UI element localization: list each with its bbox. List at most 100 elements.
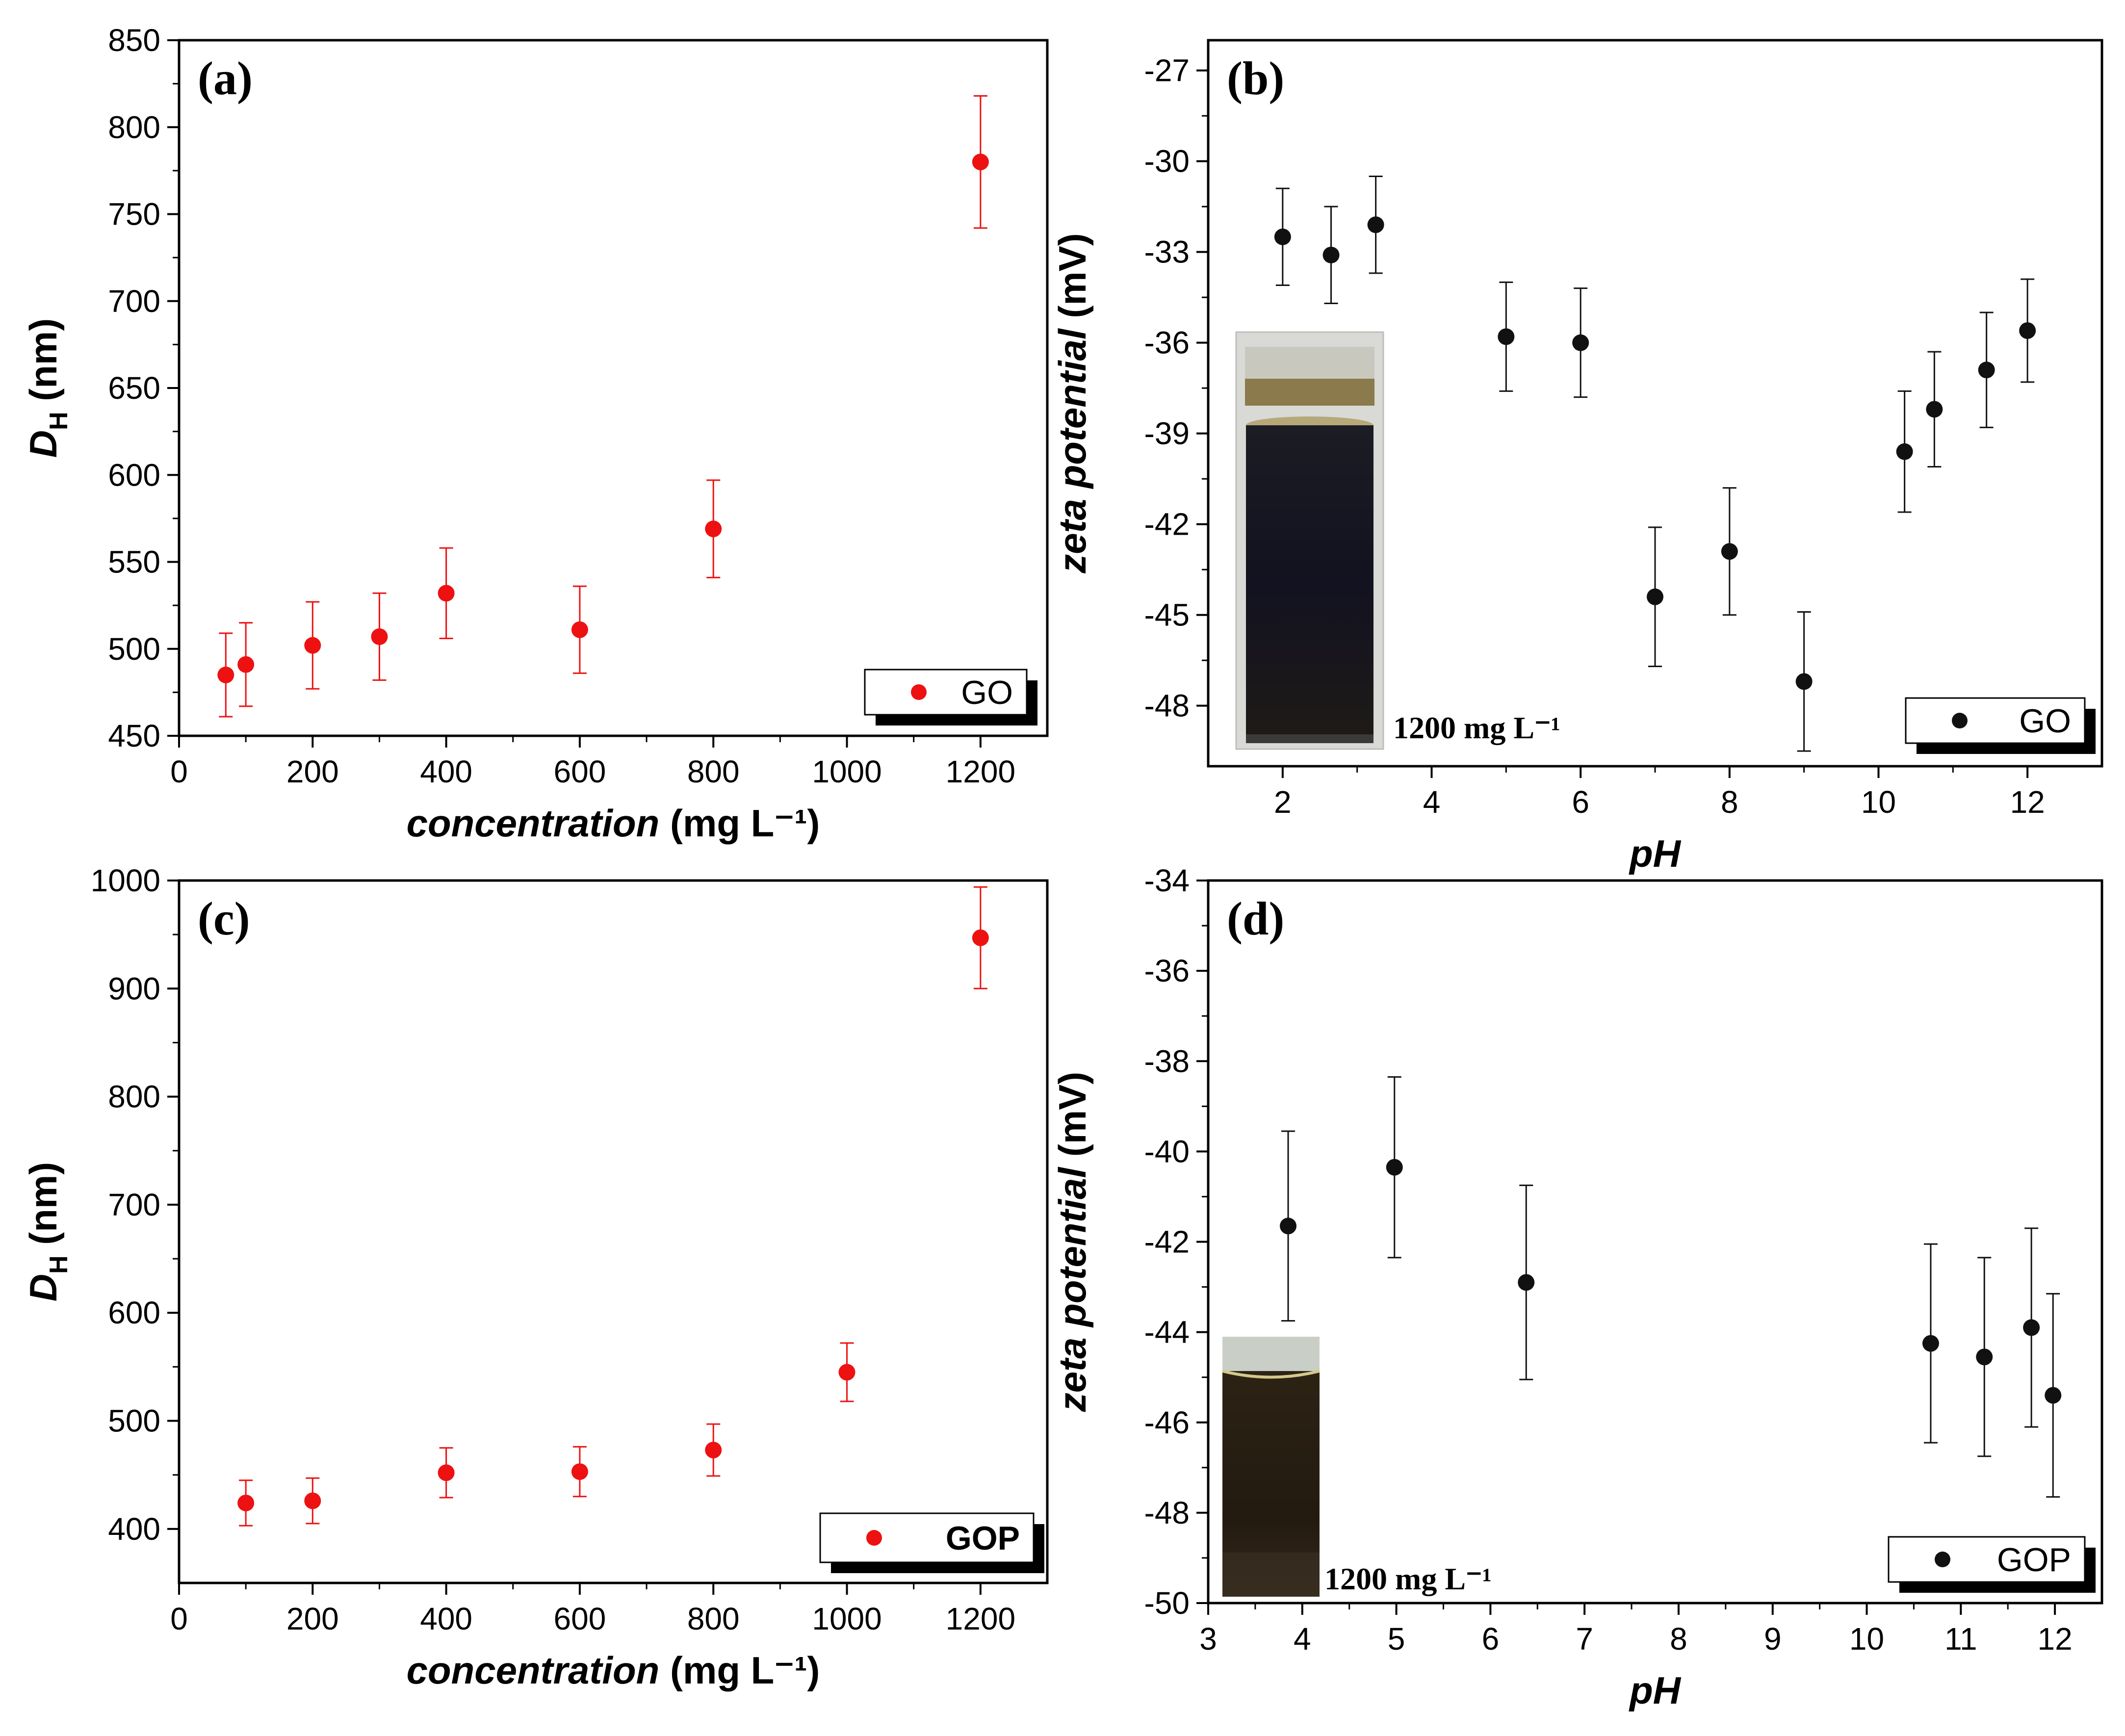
x-axis-label-name: pH	[1629, 832, 1682, 875]
x-tick-label: 400	[420, 1601, 472, 1636]
y-tick-label: 450	[108, 718, 160, 753]
data-point-5	[571, 621, 588, 638]
data-point-5	[2023, 1319, 2040, 1336]
x-tick-label: 3	[1199, 1621, 1217, 1657]
y-axis-label-unit: (mV)	[1051, 1072, 1094, 1167]
panel-label: (c)	[198, 892, 250, 945]
y-tick-label: -42	[1144, 507, 1190, 542]
y-axis-label-name: zeta potential	[1051, 1166, 1094, 1412]
y-tick-label: 750	[108, 197, 160, 232]
y-tick-label: 600	[108, 457, 160, 492]
panel-label: (a)	[198, 52, 253, 104]
y-tick-label: -50	[1144, 1585, 1190, 1621]
x-tick-label: 8	[1721, 784, 1738, 820]
y-axis-label-unit: (nm)	[22, 1162, 65, 1256]
legend-marker	[911, 684, 927, 700]
legend-label: GO	[961, 674, 1013, 711]
data-point-8	[1896, 443, 1913, 460]
data-point-0	[237, 1494, 255, 1511]
data-point-6	[2045, 1387, 2062, 1404]
vial-cap-area	[1222, 1337, 1320, 1371]
x-axis-label-name: concentration	[407, 1649, 660, 1692]
x-tick-label: 10	[1849, 1621, 1884, 1657]
y-tick-label: 700	[108, 1187, 160, 1222]
x-tick-label: 8	[1670, 1621, 1687, 1657]
y-tick-label: 600	[108, 1295, 160, 1330]
data-point-6	[705, 520, 722, 538]
x-tick-label: 6	[1482, 1621, 1500, 1657]
y-tick-label: 500	[108, 1403, 160, 1439]
y-tick-label: -39	[1144, 416, 1190, 451]
panel-label: (d)	[1227, 892, 1284, 945]
legend-label: GO	[2019, 702, 2071, 740]
x-tick-label: 2	[1274, 784, 1292, 820]
x-axis-label: concentration (mg L⁻¹)	[407, 802, 820, 845]
data-point-11	[2019, 322, 2036, 339]
legend-marker	[1935, 1552, 1950, 1567]
data-point-5	[838, 1364, 855, 1381]
y-tick-label: -48	[1144, 688, 1190, 724]
y-tick-label: -40	[1144, 1134, 1190, 1169]
x-axis-label-name: pH	[1629, 1669, 1682, 1712]
x-axis-label: concentration (mg L⁻¹)	[407, 1649, 820, 1692]
y-axis-label-symbol: D	[22, 1274, 65, 1301]
x-tick-label: 800	[687, 1601, 740, 1636]
x-tick-label: 0	[170, 754, 188, 789]
x-axis-label-unit: (mg L⁻¹)	[659, 802, 820, 845]
data-point-7	[972, 154, 989, 171]
x-tick-label: 600	[554, 754, 606, 789]
legend-marker	[866, 1530, 882, 1546]
y-tick-label: -48	[1144, 1495, 1190, 1530]
x-tick-label: 11	[1944, 1621, 1977, 1657]
x-tick-label: 400	[420, 754, 472, 789]
data-point-2	[1518, 1274, 1535, 1291]
x-axis-label-unit: (mg L⁻¹)	[659, 1649, 820, 1692]
data-point-4	[1572, 334, 1589, 351]
y-axis-label: DH (nm)	[22, 318, 73, 458]
x-tick-label: 1200	[946, 1601, 1015, 1636]
y-tick-label: -42	[1144, 1224, 1190, 1260]
data-point-3	[1922, 1335, 1939, 1352]
legend-marker	[1952, 713, 1968, 728]
plot-frame	[178, 39, 1049, 737]
x-tick-label: 1000	[812, 754, 881, 789]
legend-box	[819, 1512, 1035, 1563]
y-axis-label-name: zeta potential	[1051, 328, 1094, 574]
x-tick-label: 10	[1861, 784, 1896, 820]
y-tick-label: -36	[1144, 953, 1190, 988]
plot-frame	[1207, 879, 2103, 1605]
y-tick-label: 800	[108, 109, 160, 145]
data-point-3	[371, 628, 388, 645]
data-point-6	[1721, 543, 1738, 560]
y-axis-label: DH (nm)	[22, 1162, 73, 1302]
vial-rim	[1245, 379, 1374, 406]
y-tick-label: 900	[108, 971, 160, 1006]
y-axis-label-subscript: H	[45, 412, 73, 430]
legend-box	[864, 669, 1028, 716]
y-axis-label: zeta potential (mV)	[1051, 1072, 1094, 1412]
y-axis-label-subscript: H	[45, 1255, 73, 1274]
data-point-1	[1386, 1159, 1403, 1176]
inset-label: 1200 mg L⁻¹	[1324, 1561, 1492, 1596]
x-tick-label: 1000	[812, 1601, 881, 1636]
x-tick-label: 1200	[946, 754, 1015, 789]
data-point-3	[1498, 328, 1515, 345]
panel-label: (b)	[1227, 52, 1284, 104]
x-tick-label: 4	[1294, 1621, 1311, 1657]
y-axis-label: zeta potential (mV)	[1051, 233, 1094, 573]
data-point-7	[1795, 673, 1813, 690]
x-tick-label: 6	[1572, 784, 1589, 820]
y-tick-label: 500	[108, 631, 160, 667]
data-point-4	[1976, 1348, 1993, 1366]
y-tick-label: -45	[1144, 597, 1190, 633]
y-tick-label: 850	[108, 23, 160, 58]
vial-photo-inset	[1222, 1337, 1320, 1597]
data-point-1	[237, 656, 255, 673]
y-tick-label: -27	[1144, 53, 1190, 88]
vial-base	[1246, 734, 1373, 743]
data-point-2	[438, 1464, 455, 1481]
legend-box	[1888, 1536, 2086, 1583]
vial-liquid	[1246, 425, 1373, 734]
y-axis-label-symbol: D	[22, 430, 65, 458]
